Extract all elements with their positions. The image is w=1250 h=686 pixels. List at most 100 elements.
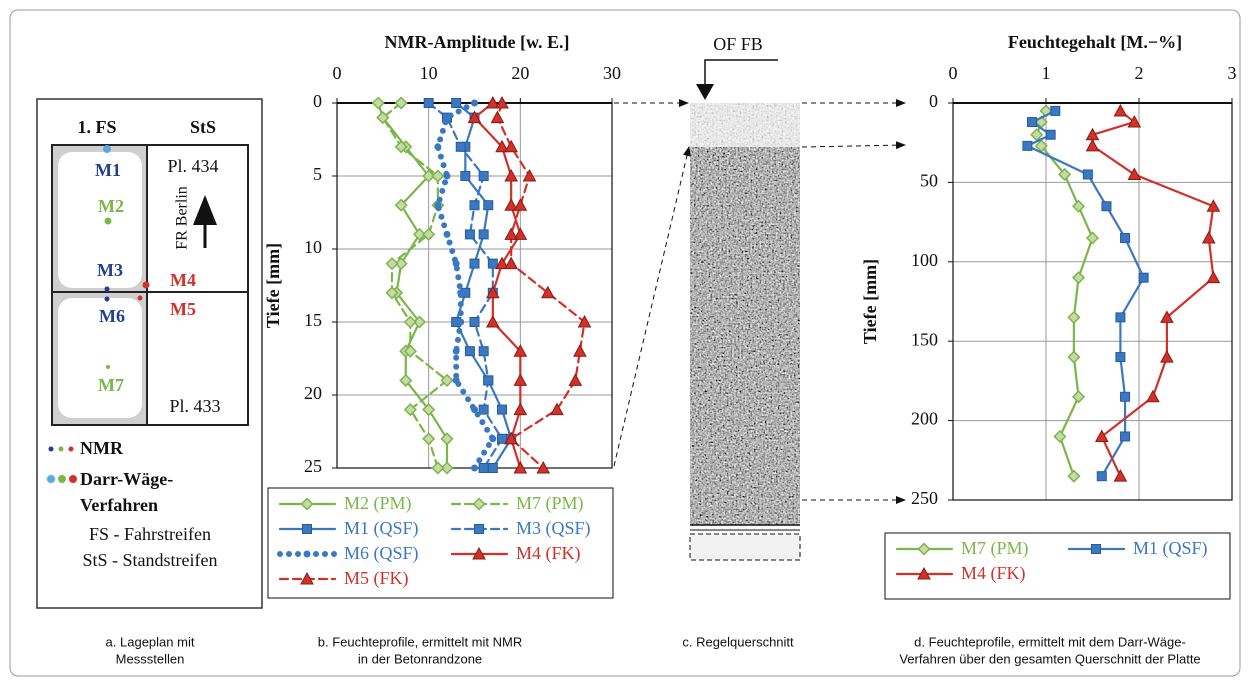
slab	[58, 298, 142, 418]
legend-label: M6 (QSF)	[344, 543, 419, 564]
marker	[1071, 390, 1086, 404]
marker	[1160, 350, 1174, 363]
marker	[443, 230, 451, 238]
marker	[504, 256, 519, 270]
y-tick-label: 0	[929, 91, 938, 111]
marker	[504, 198, 519, 211]
marker	[423, 98, 434, 108]
plate-label: Pl. 433	[169, 396, 220, 416]
marker	[1022, 140, 1033, 151]
marker	[464, 229, 475, 240]
legend-dot	[58, 475, 66, 483]
marker	[385, 286, 399, 300]
marker	[1071, 199, 1086, 213]
marker	[303, 550, 311, 558]
marker	[457, 318, 465, 326]
marker	[394, 140, 408, 154]
caption: a. Lageplan mit	[106, 634, 195, 649]
marker	[485, 285, 500, 299]
x-tick-label: 1	[1042, 63, 1051, 83]
site-plan: 1. FS StS M1 M2 M3 M4 M5 M6 M7 Pl. 434 F…	[36, 98, 263, 609]
x-tick-label: 0	[333, 63, 342, 83]
marker	[1206, 270, 1221, 284]
x-axis-label: NMR-Amplitude [w. E.]	[385, 32, 570, 52]
marker	[300, 571, 314, 585]
legend-dot	[46, 474, 56, 484]
y-tick-label: 5	[313, 164, 322, 184]
legend-label: M3 (QSF)	[516, 518, 591, 539]
marker	[403, 344, 417, 358]
legend-label: M4 (FK)	[516, 543, 581, 564]
marker	[478, 404, 489, 415]
marker	[394, 257, 408, 271]
marker	[478, 346, 489, 357]
plot-area	[953, 103, 1232, 500]
marker	[504, 227, 519, 240]
marker	[478, 171, 489, 181]
marker	[487, 463, 498, 473]
y-tick-label: 20	[304, 383, 322, 403]
marker	[1120, 232, 1131, 243]
marker	[1146, 389, 1160, 403]
marker	[1085, 138, 1100, 152]
marker	[1045, 129, 1056, 140]
plate-label: Pl. 434	[167, 156, 218, 176]
marker	[1027, 117, 1038, 128]
marker	[385, 257, 399, 271]
marker	[431, 461, 445, 475]
y-tick-label: 0	[313, 91, 322, 111]
marker	[485, 95, 500, 109]
surface-zone	[690, 103, 800, 147]
marker	[497, 404, 507, 415]
marker	[513, 198, 528, 211]
legend-label: M4 (FK)	[961, 563, 1026, 584]
marker	[474, 524, 484, 534]
marker	[1053, 429, 1067, 444]
legend-label: Verfahren	[80, 495, 158, 515]
point-label: M4	[170, 270, 196, 290]
marker	[1113, 469, 1128, 482]
x-tick-label: 20	[511, 63, 529, 83]
marker	[495, 256, 509, 270]
marker	[483, 375, 494, 386]
caption: Messstellen	[116, 651, 185, 666]
marker	[513, 344, 528, 357]
marker	[434, 201, 442, 209]
marker	[1120, 391, 1131, 402]
link-arrow	[801, 141, 906, 150]
surface-arrowhead	[696, 84, 714, 100]
legend-label: M1 (QSF)	[344, 518, 419, 539]
marker	[471, 406, 478, 414]
marker	[1127, 115, 1142, 128]
marker	[1091, 544, 1101, 554]
point-label: M5	[170, 299, 196, 319]
marker	[457, 289, 465, 297]
caption: Verfahren über den gesamten Querschnitt …	[899, 651, 1200, 666]
point-dot	[103, 145, 111, 153]
marker	[1127, 167, 1142, 180]
legend-dot	[58, 446, 64, 452]
shoulder-label: StS	[190, 117, 216, 137]
point-dot	[104, 286, 110, 292]
plan-outline	[51, 144, 249, 426]
point-dot	[106, 365, 110, 369]
marker	[469, 258, 480, 269]
marker	[917, 566, 931, 580]
caption: c. Regelquerschnitt	[682, 634, 794, 649]
base-layer	[689, 533, 801, 561]
marker	[504, 431, 519, 445]
x-tick-label: 30	[603, 63, 621, 83]
marker	[440, 432, 454, 446]
lane-label: 1. FS	[77, 117, 116, 137]
point-label: M7	[98, 375, 124, 395]
marker	[452, 376, 460, 384]
legend-label: NMR	[80, 438, 124, 458]
marker	[504, 168, 519, 182]
marker	[504, 139, 519, 153]
legend-label: M2 (PM)	[344, 493, 412, 514]
marker	[422, 403, 436, 417]
marker	[403, 403, 417, 417]
caption: b. Feuchteprofile, ermittelt mit NMR	[318, 634, 522, 649]
y-tick-label: 100	[911, 250, 938, 270]
marker	[513, 460, 528, 474]
